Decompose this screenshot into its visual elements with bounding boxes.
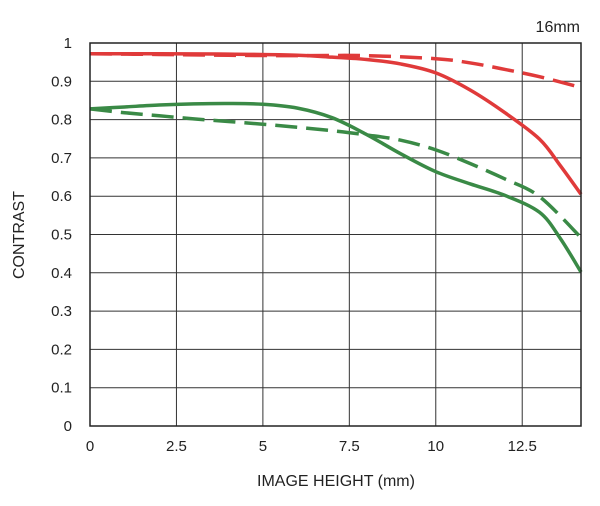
chart-title: 16mm xyxy=(536,19,580,36)
y-tick-label: 0.7 xyxy=(51,150,72,167)
y-tick-label: 0.1 xyxy=(51,380,72,397)
y-tick-label: 0.2 xyxy=(51,341,72,358)
y-tick-label: 0.4 xyxy=(51,265,72,282)
y-tick-label: 0.5 xyxy=(51,227,72,244)
x-tick-label: 10 xyxy=(427,438,444,455)
x-tick-label: 12.5 xyxy=(508,438,537,455)
y-tick-label: 0.6 xyxy=(51,188,72,205)
y-tick-label: 0.9 xyxy=(51,73,72,90)
series-line-3 xyxy=(89,101,583,273)
series-layer xyxy=(89,51,583,273)
series-line-4 xyxy=(89,107,583,239)
x-axis-title: IMAGE HEIGHT (mm) xyxy=(257,473,415,490)
plot-frame xyxy=(89,42,582,427)
x-tick-label: 7.5 xyxy=(339,438,360,455)
y-axis-title: CONTRAST xyxy=(11,191,28,279)
x-tick-label: 5 xyxy=(259,438,267,455)
grid xyxy=(89,42,581,427)
y-tick-label: 0.8 xyxy=(51,112,72,129)
series-line-2 xyxy=(89,51,582,90)
y-tick-label: 0.3 xyxy=(51,303,72,320)
tick-labels: 00.10.20.30.40.50.60.70.80.910 2.5 5 7.5 10 1… xyxy=(51,35,537,455)
x-tick-label: 2.5 xyxy=(166,438,187,455)
series-line-1 xyxy=(89,51,583,196)
y-tick-label: 0 xyxy=(64,418,72,435)
x-tick-label: 0 xyxy=(86,438,94,455)
y-tick-label: 1 xyxy=(64,35,72,52)
